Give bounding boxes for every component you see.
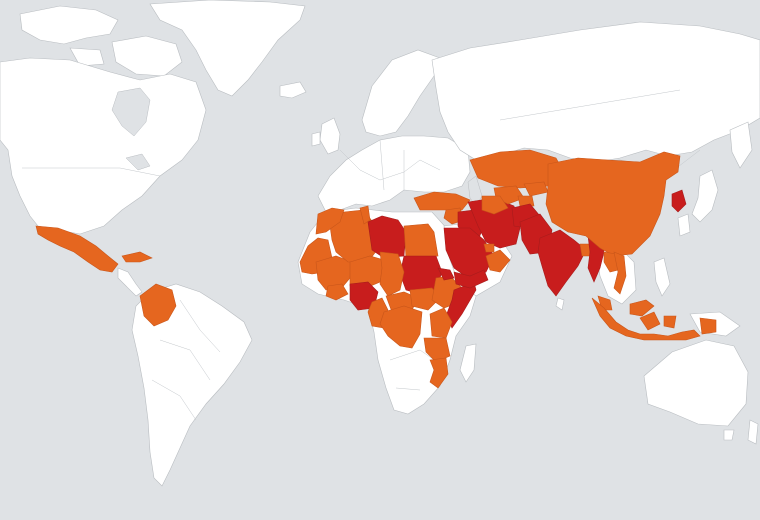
region-burkina-faso — [325, 283, 349, 301]
region-drc — [379, 305, 423, 349]
region-kenya — [429, 307, 453, 339]
region-chad — [379, 251, 405, 297]
region-eritrea — [437, 267, 455, 281]
region-algeria — [329, 209, 381, 263]
region-south-sudan — [409, 287, 441, 311]
region-turkmenistan — [481, 195, 509, 215]
region-mexico — [35, 225, 119, 273]
region-oman — [485, 249, 511, 273]
highlighted-regions — [35, 149, 717, 389]
region-saudi-arabia — [443, 227, 495, 279]
region-yemen — [453, 269, 489, 289]
region-tunisia — [359, 205, 371, 225]
region-morocco — [315, 207, 345, 235]
region-cuba — [121, 251, 153, 263]
region-bangladesh — [579, 243, 591, 257]
region-india — [537, 229, 587, 297]
region-turkey — [413, 191, 471, 211]
region-north-korea — [671, 189, 687, 213]
region-uae — [483, 243, 495, 253]
region-laos — [603, 251, 619, 273]
region-mali — [315, 255, 353, 291]
region-indonesia — [591, 297, 717, 341]
region-china — [545, 151, 681, 257]
region-vietnam — [613, 251, 627, 295]
base-land — [0, 0, 760, 487]
region-mozambique — [429, 357, 449, 389]
region-tajikistan — [517, 195, 535, 207]
region-colombia — [139, 283, 177, 327]
